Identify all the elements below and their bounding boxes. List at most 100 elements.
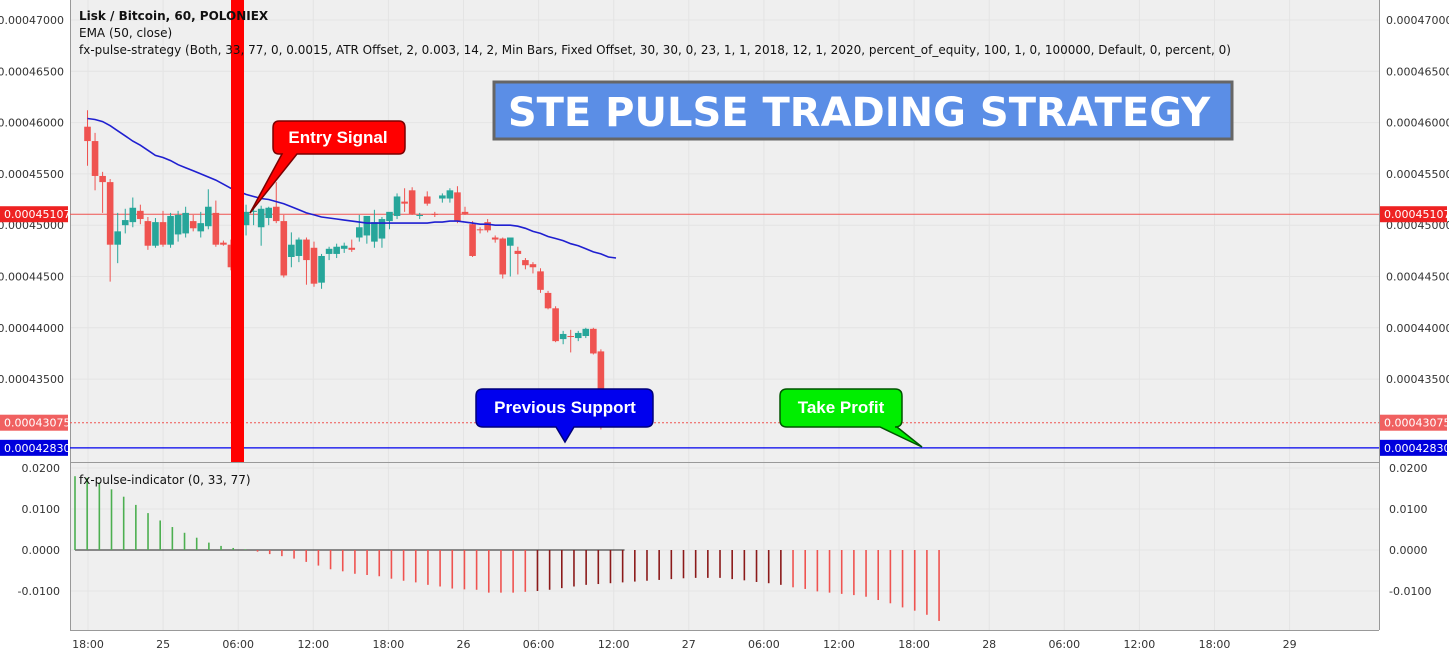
time-tick-label: 18:00 xyxy=(1199,638,1231,651)
candle-body xyxy=(106,182,114,245)
candle-body xyxy=(522,260,529,266)
candle-body xyxy=(121,220,129,226)
candle-body xyxy=(371,222,378,242)
candle-body xyxy=(197,223,205,232)
candle-body xyxy=(220,242,227,245)
price-pane xyxy=(70,0,1379,462)
time-tick-label: 06:00 xyxy=(523,638,555,651)
indicator-pane xyxy=(70,463,1379,630)
candle-body xyxy=(454,192,461,222)
price-tick-right: 0.00043500 xyxy=(1386,373,1449,386)
candle-body xyxy=(537,271,544,290)
candle-body xyxy=(590,328,597,354)
price-tick-right: 0.00046500 xyxy=(1386,65,1449,78)
candle-body xyxy=(174,214,182,235)
price-tick-right: 0.00044500 xyxy=(1386,271,1449,284)
candle-body xyxy=(227,244,235,268)
candle-body xyxy=(129,207,137,223)
candle-body xyxy=(159,222,167,245)
candle-body xyxy=(423,196,431,204)
legend: Lisk / Bitcoin, 60, POLONIEX EMA (50, cl… xyxy=(79,9,1231,487)
candle-body xyxy=(91,141,99,176)
candle-body xyxy=(431,213,439,215)
candle-body xyxy=(144,221,152,246)
take-profit-tag-right-box xyxy=(1380,414,1447,431)
time-tick-label: 12:00 xyxy=(598,638,630,651)
overlays: STE PULSE TRADING STRATEGY Entry Signal … xyxy=(231,0,1234,462)
candle-body xyxy=(378,219,386,239)
candle-body xyxy=(529,264,537,268)
candle-body xyxy=(325,248,333,254)
candle-body xyxy=(280,221,288,276)
indicator-tick-left: 0.0000 xyxy=(22,544,61,557)
price-tick-left: 0.00044500 xyxy=(0,271,64,284)
candle-body xyxy=(446,190,454,199)
indicator-tick-right: -0.0100 xyxy=(1389,585,1431,598)
candle-body xyxy=(401,201,408,204)
price-tick-right: 0.00047000 xyxy=(1386,14,1449,27)
price-tick-left: 0.00045500 xyxy=(0,168,64,181)
previous-support-label: Previous Support xyxy=(494,398,636,417)
take-profit-tag-left-box xyxy=(0,414,68,431)
candle-body xyxy=(257,208,265,228)
title-box xyxy=(492,80,1234,141)
time-tick-label: 29 xyxy=(1283,638,1297,651)
price-tick-left: 0.00044000 xyxy=(0,322,64,335)
histogram xyxy=(74,476,940,621)
take-profit-callout: Take Profit xyxy=(779,388,923,448)
time-tick-label: 28 xyxy=(982,638,996,651)
indicator-tick-right: 0.0100 xyxy=(1389,503,1428,516)
entry-callout: Entry Signal xyxy=(249,120,406,214)
candle-body xyxy=(152,222,159,246)
support-tag-left-label: 0.00042830 xyxy=(4,442,70,455)
indicator-tick-right: 0.0200 xyxy=(1389,462,1428,475)
price-tick-right: 0.00046000 xyxy=(1386,117,1449,130)
price-tick-left: 0.00047000 xyxy=(0,14,64,27)
time-tick-label: 12:00 xyxy=(1124,638,1156,651)
price-tick-left: 0.00045000 xyxy=(0,219,64,232)
candle-body xyxy=(574,332,582,339)
indicator-tick-left: 0.0200 xyxy=(22,462,61,475)
time-tick-label: 12:00 xyxy=(823,638,855,651)
price-tags: 0.00045107 0.00045107 0.00043075 0.00043075… xyxy=(0,206,1449,456)
take-profit-label: Take Profit xyxy=(798,398,885,417)
candle-body xyxy=(416,214,423,216)
level-lines xyxy=(70,213,1379,449)
candle-body xyxy=(348,247,356,250)
price-tick-left: 0.00043500 xyxy=(0,373,64,386)
candle-body xyxy=(386,211,393,222)
time-tick-label: 18:00 xyxy=(898,638,930,651)
price-tick-left: 0.00046500 xyxy=(0,65,64,78)
candle-body xyxy=(408,190,416,214)
entry-signal-label: Entry Signal xyxy=(288,128,387,147)
candles xyxy=(84,110,605,430)
candle-body xyxy=(295,239,303,256)
candle-body xyxy=(469,224,476,256)
candle-body xyxy=(310,247,318,284)
ema-label: EMA (50, close) xyxy=(79,26,172,40)
candle-body xyxy=(272,206,280,222)
candle-body xyxy=(484,222,491,231)
symbol-title: Lisk / Bitcoin, 60, POLONIEX xyxy=(79,9,269,23)
time-tick-label: 06:00 xyxy=(748,638,780,651)
candle-body xyxy=(340,245,348,249)
price-tick-right: 0.00045500 xyxy=(1386,168,1449,181)
candle-body xyxy=(491,237,499,240)
candle-body xyxy=(514,250,522,254)
candle-body xyxy=(242,211,250,226)
candle-body xyxy=(476,229,484,231)
take-profit-tag-right-label: 0.00043075 xyxy=(1384,417,1449,430)
candle-body xyxy=(303,239,310,261)
indicator-tick-left: 0.0100 xyxy=(22,503,61,516)
candle-body xyxy=(189,221,197,229)
ema-path xyxy=(87,117,617,259)
candle-body xyxy=(114,231,121,245)
candle-body xyxy=(499,238,507,275)
candle-body xyxy=(461,211,469,214)
candle-body xyxy=(333,246,340,254)
candle-body xyxy=(393,196,401,216)
entry-bar xyxy=(231,0,244,462)
candle-body xyxy=(265,207,272,219)
candle-body xyxy=(559,333,567,340)
